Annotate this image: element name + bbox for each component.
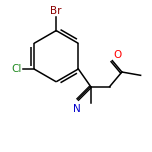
Text: O: O xyxy=(113,50,121,60)
Text: Cl: Cl xyxy=(12,64,22,74)
Text: Br: Br xyxy=(50,6,62,16)
Text: N: N xyxy=(73,104,80,114)
